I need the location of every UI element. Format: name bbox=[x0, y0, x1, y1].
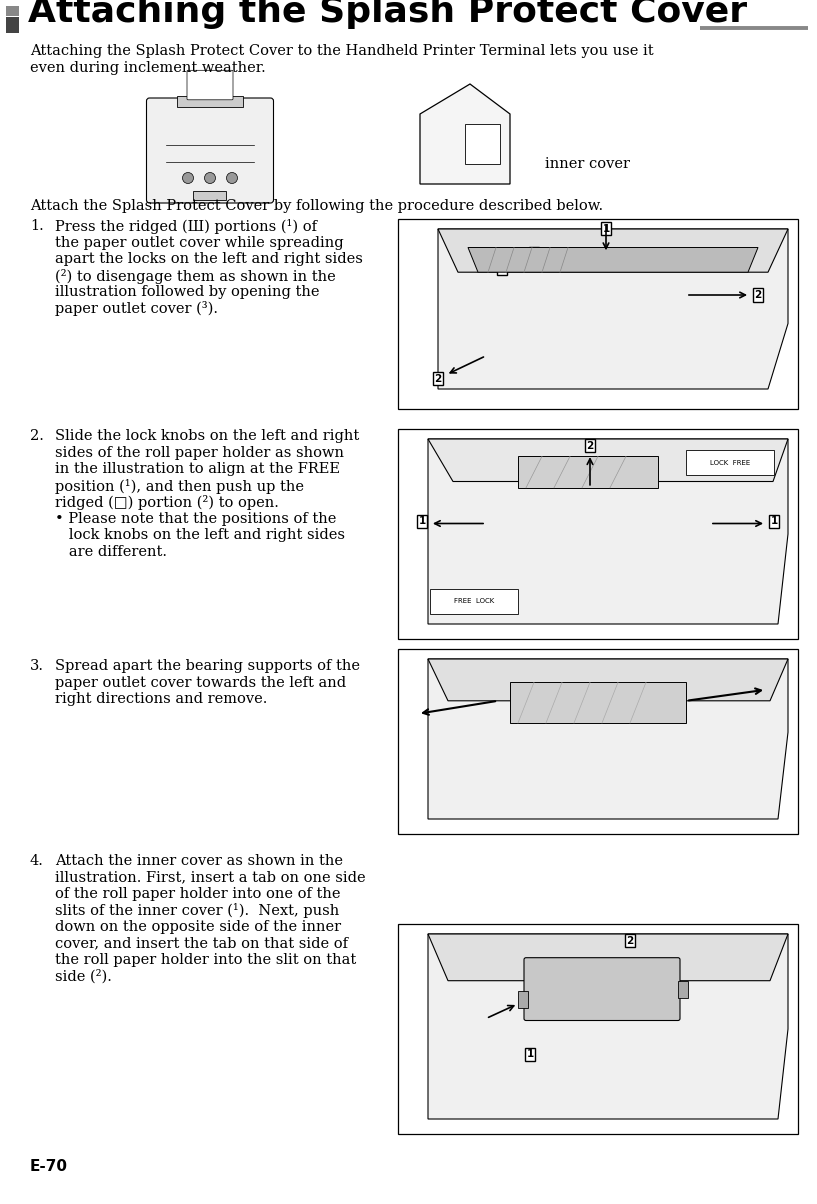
Text: paper outlet cover towards the left and: paper outlet cover towards the left and bbox=[55, 675, 346, 690]
Bar bbox=[398, 219, 798, 409]
Text: even during inclement weather.: even during inclement weather. bbox=[30, 61, 266, 75]
Text: 1: 1 bbox=[602, 224, 609, 234]
Text: cover, and insert the tab on that side of: cover, and insert the tab on that side o… bbox=[55, 937, 348, 950]
Polygon shape bbox=[428, 934, 788, 1119]
Text: in the illustration to align at the FREE: in the illustration to align at the FREE bbox=[55, 462, 340, 476]
FancyBboxPatch shape bbox=[187, 70, 233, 100]
Text: FREE  LOCK: FREE LOCK bbox=[454, 598, 494, 604]
Polygon shape bbox=[428, 659, 788, 819]
Text: • Please note that the positions of the: • Please note that the positions of the bbox=[55, 512, 337, 525]
Text: illustration. First, insert a tab on one side: illustration. First, insert a tab on one… bbox=[55, 870, 366, 885]
Text: 1: 1 bbox=[770, 517, 778, 526]
Circle shape bbox=[204, 172, 216, 183]
Text: 3.: 3. bbox=[30, 659, 44, 673]
Text: Attaching the Splash Protect Cover: Attaching the Splash Protect Cover bbox=[28, 0, 747, 29]
Polygon shape bbox=[438, 229, 788, 272]
Text: Attaching the Splash Protect Cover to the Handheld Printer Terminal lets you use: Attaching the Splash Protect Cover to th… bbox=[30, 45, 654, 58]
Text: (²) to disengage them as shown in the: (²) to disengage them as shown in the bbox=[55, 268, 336, 283]
Bar bbox=[6, 17, 19, 33]
Text: 2: 2 bbox=[627, 936, 634, 946]
Text: 2: 2 bbox=[587, 441, 594, 450]
Text: 1: 1 bbox=[418, 517, 426, 526]
Bar bbox=[518, 456, 658, 488]
Bar bbox=[177, 95, 243, 106]
Text: 3: 3 bbox=[530, 248, 538, 258]
Text: right directions and remove.: right directions and remove. bbox=[55, 692, 267, 706]
Text: illustration followed by opening the: illustration followed by opening the bbox=[55, 285, 319, 299]
Text: apart the locks on the left and right sides: apart the locks on the left and right si… bbox=[55, 252, 363, 266]
Bar bbox=[686, 450, 774, 476]
Polygon shape bbox=[468, 248, 758, 272]
Bar bbox=[430, 589, 518, 614]
Text: E-70: E-70 bbox=[30, 1159, 68, 1174]
Text: position (¹), and then push up the: position (¹), and then push up the bbox=[55, 478, 304, 494]
Text: Slide the lock knobs on the left and right: Slide the lock knobs on the left and rig… bbox=[55, 429, 359, 443]
Text: of the roll paper holder into one of the: of the roll paper holder into one of the bbox=[55, 887, 341, 901]
Text: Spread apart the bearing supports of the: Spread apart the bearing supports of the bbox=[55, 659, 360, 673]
Text: side (²).: side (²). bbox=[55, 969, 112, 984]
Bar bbox=[678, 981, 688, 997]
Text: 1: 1 bbox=[498, 264, 506, 273]
Text: LOCK  FREE: LOCK FREE bbox=[710, 460, 750, 466]
Text: 1: 1 bbox=[526, 1049, 534, 1060]
FancyBboxPatch shape bbox=[524, 957, 680, 1021]
Text: 2: 2 bbox=[754, 290, 761, 300]
Text: 4.: 4. bbox=[30, 854, 44, 868]
Circle shape bbox=[226, 172, 238, 183]
Text: are different.: are different. bbox=[55, 544, 167, 559]
Circle shape bbox=[182, 172, 194, 183]
Text: 2.: 2. bbox=[30, 429, 44, 443]
Bar bbox=[398, 649, 798, 834]
Text: the paper outlet cover while spreading: the paper outlet cover while spreading bbox=[55, 236, 344, 249]
Polygon shape bbox=[428, 659, 788, 701]
Text: paper outlet cover (³).: paper outlet cover (³). bbox=[55, 301, 218, 317]
Bar bbox=[398, 429, 798, 639]
Polygon shape bbox=[465, 124, 500, 164]
Text: Attach the Splash Protect Cover by following the procedure described below.: Attach the Splash Protect Cover by follo… bbox=[30, 199, 603, 213]
Bar bbox=[510, 683, 686, 722]
Text: ridged (□) portion (²) to open.: ridged (□) portion (²) to open. bbox=[55, 495, 279, 510]
Bar bbox=[518, 991, 528, 1008]
Text: lock knobs on the left and right sides: lock knobs on the left and right sides bbox=[55, 529, 345, 542]
Text: 1.: 1. bbox=[30, 219, 44, 234]
Bar bbox=[6, 6, 19, 16]
Text: slits of the inner cover (¹).  Next, push: slits of the inner cover (¹). Next, push bbox=[55, 903, 339, 919]
Text: 2: 2 bbox=[435, 373, 442, 384]
Text: Attach the inner cover as shown in the: Attach the inner cover as shown in the bbox=[55, 854, 343, 868]
Bar bbox=[398, 923, 798, 1134]
Text: Press the ridged (Ш) portions (¹) of: Press the ridged (Ш) portions (¹) of bbox=[55, 219, 317, 234]
Polygon shape bbox=[438, 229, 788, 389]
Polygon shape bbox=[428, 439, 788, 624]
Bar bbox=[194, 191, 226, 200]
Text: inner cover: inner cover bbox=[545, 157, 630, 171]
Text: sides of the roll paper holder as shown: sides of the roll paper holder as shown bbox=[55, 445, 344, 460]
Polygon shape bbox=[420, 84, 510, 184]
Text: down on the opposite side of the inner: down on the opposite side of the inner bbox=[55, 920, 342, 934]
Polygon shape bbox=[428, 934, 788, 981]
Text: the roll paper holder into the slit on that: the roll paper holder into the slit on t… bbox=[55, 954, 356, 967]
FancyBboxPatch shape bbox=[146, 98, 274, 203]
Polygon shape bbox=[428, 439, 788, 482]
